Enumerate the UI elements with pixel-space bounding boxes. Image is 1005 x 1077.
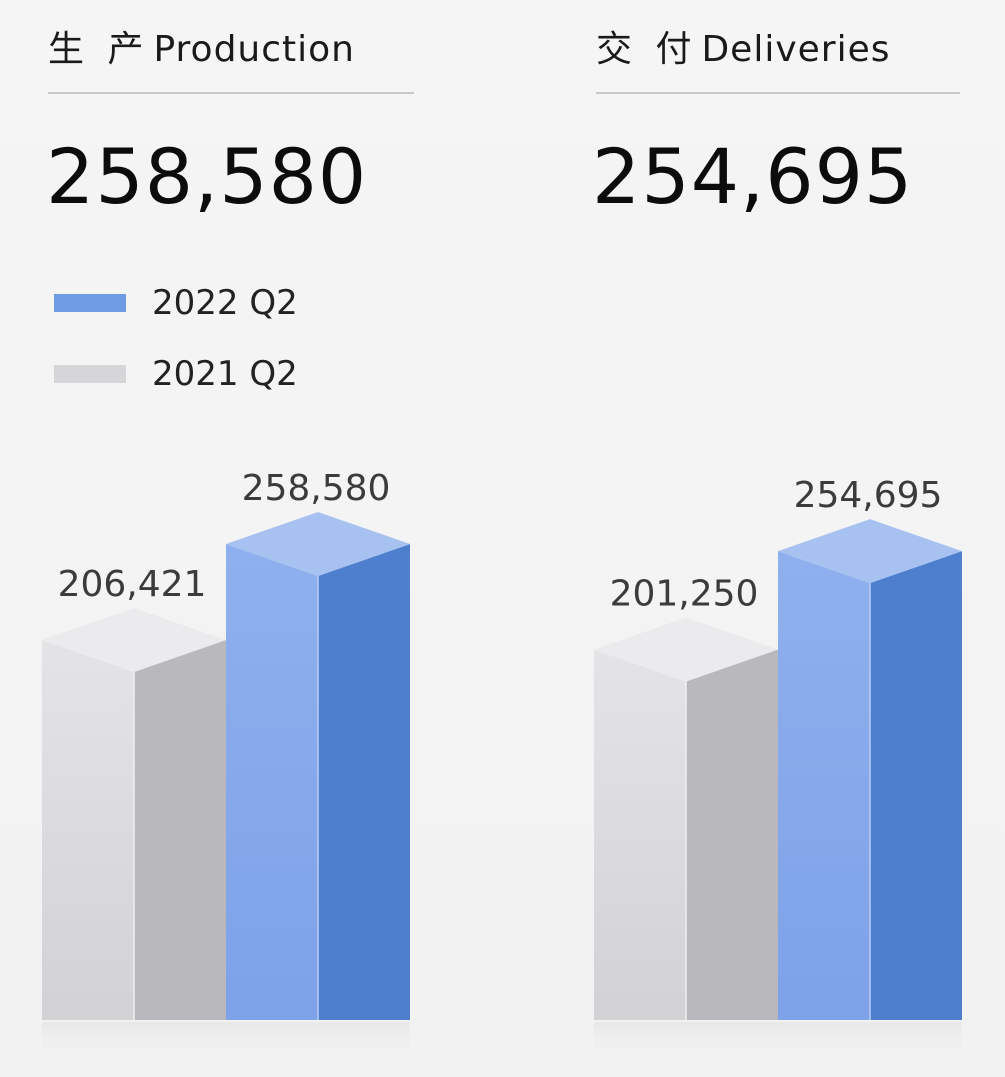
deliveries-divider [596, 92, 960, 94]
legend-item-2021: 2021 Q2 [54, 354, 298, 394]
bar-2021-q2-top-face [42, 608, 226, 672]
bar-2022-q2-side-face [870, 551, 962, 1020]
legend-label-2022: 2022 Q2 [152, 283, 298, 323]
bar-2022-q2-reflection [226, 1022, 410, 1062]
bar-2021-q2-front-face [42, 640, 134, 1020]
value-label-2022-q2: 258,580 [242, 468, 391, 509]
bar-2021-q2-front-face [594, 649, 686, 1020]
bar-2021-q2-side-face [686, 649, 778, 1020]
bar-2022-q2-top-face [226, 511, 410, 576]
bar-2022-q2 [226, 511, 410, 1062]
value-label-2021-q2: 201,250 [610, 574, 759, 615]
value-label-2021-q2: 206,421 [58, 564, 207, 605]
production-title-en: Production [153, 29, 355, 70]
bar-2021-q2-side-face [134, 640, 226, 1020]
bar-2022-q2-front-face [226, 543, 318, 1020]
deliveries-headline: 254,695 [592, 132, 914, 221]
bar-2021-q2 [42, 608, 226, 1062]
bar-2021-q2-reflection [594, 1022, 778, 1062]
legend-swatch-2021 [54, 365, 126, 383]
deliveries-title: 交 付 Deliveries [596, 20, 891, 72]
production-panel: 生 产 Production 258,580 2022 Q2 2021 Q2 [0, 0, 500, 1077]
production-title: 生 产 Production [48, 20, 355, 72]
bar-2022-q2-reflection [778, 1022, 962, 1062]
production-headline: 258,580 [46, 132, 368, 221]
bar-2021-q2-top-face [594, 617, 778, 682]
bar-2022-q2-front-face [778, 551, 870, 1020]
legend-label-2021: 2021 Q2 [152, 354, 298, 394]
bar-2021-q2-reflection [42, 1022, 226, 1062]
legend-item-2022: 2022 Q2 [54, 283, 298, 323]
bar-2021-q2 [594, 617, 778, 1062]
bar-2022-q2 [778, 519, 962, 1062]
deliveries-title-cn: 交 付 [596, 29, 698, 70]
bar-2022-q2-top-face [778, 519, 962, 584]
deliveries-chart: 201,250 254,695 [594, 475, 962, 1062]
production-title-cn: 生 产 [48, 29, 150, 70]
bar-2022-q2-side-face [318, 543, 410, 1020]
value-label-2022-q2: 254,695 [794, 475, 943, 516]
production-divider [48, 92, 414, 94]
legend-swatch-2022 [54, 294, 126, 312]
production-chart: 206,421 258,580 [42, 468, 410, 1062]
deliveries-title-en: Deliveries [701, 29, 891, 70]
